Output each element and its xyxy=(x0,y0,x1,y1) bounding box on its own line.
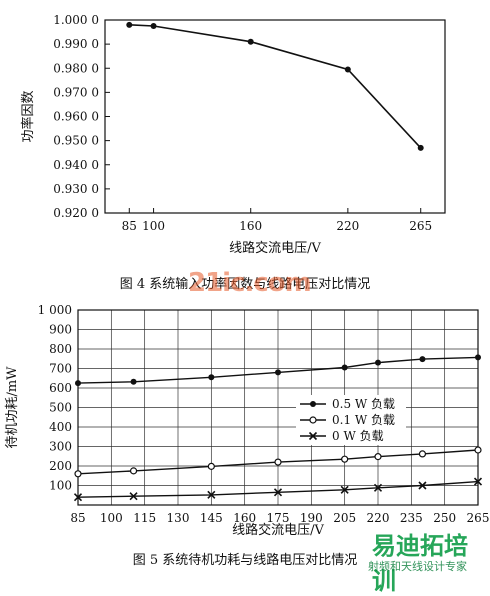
x-tick-label: 160 xyxy=(233,511,256,525)
data-point xyxy=(150,23,157,30)
data-point-circle xyxy=(309,416,317,424)
y-tick-label: 0.990 0 xyxy=(53,37,99,51)
data-point-circle xyxy=(341,455,349,463)
figure-canvas: 0.920 0 0.930 0 0.940 0 0.950 0 0.960 0 0.970… xyxy=(5,13,489,538)
y-tick-label: 800 xyxy=(49,342,72,356)
data-point-circle xyxy=(474,446,482,454)
legend-label: 0 W 负载 xyxy=(332,429,384,443)
data-point-cross xyxy=(340,485,349,494)
y-axis-label: 待机功耗/mW xyxy=(5,366,20,449)
x-tick-label: 100 xyxy=(142,219,165,233)
figure4-caption: 图 4 系统输入功率因数与线路电压对比情况 xyxy=(119,277,371,292)
y-tick-label: 200 xyxy=(49,459,72,473)
x-tick-label: 85 xyxy=(70,511,85,525)
standby-power-chart: 85 100 115 130 145 160 175 190 205 220 235 250 265 10… xyxy=(5,303,489,538)
y-tick-label: 100 xyxy=(49,479,72,493)
x-tick-label: 175 xyxy=(267,511,290,525)
data-point-circle xyxy=(274,458,282,466)
data-point-cross xyxy=(73,493,83,502)
y-tick-label: 0.930 0 xyxy=(53,182,99,196)
y-tick-label: 300 xyxy=(49,440,72,454)
data-point-dot xyxy=(475,354,481,361)
data-point-circle xyxy=(207,462,215,470)
y-tick-label: 900 xyxy=(49,323,72,337)
y-tick-label: 0.940 0 xyxy=(53,158,99,172)
x-tick-label: 190 xyxy=(300,511,323,525)
y-tick-label: 0.960 0 xyxy=(53,110,99,124)
data-point-cross xyxy=(373,483,383,492)
y-tick-label: 500 xyxy=(49,401,72,415)
data-point xyxy=(344,66,351,73)
data-point-dot xyxy=(208,374,215,381)
data-point-dot xyxy=(375,359,381,366)
power-factor-chart: 0.920 0 0.930 0 0.940 0 0.950 0 0.960 0 0.970… xyxy=(20,13,446,256)
legend-label: 0.5 W 负载 xyxy=(332,397,395,411)
series-line-2 xyxy=(77,480,479,498)
x-axis-label: 线路交流电压/V xyxy=(229,240,321,256)
y-tick-label: 400 xyxy=(49,420,72,434)
y-tick-label: 0.920 0 xyxy=(53,206,99,220)
data-point-dot xyxy=(275,369,281,376)
series-line-0 xyxy=(77,356,479,384)
x-tick-label: 160 xyxy=(239,219,262,233)
figure5-caption: 图 5 系统待机功耗与线路电压对比情况 xyxy=(132,553,358,568)
x-tick-label: 220 xyxy=(367,511,390,525)
y-tick-label: 600 xyxy=(49,381,72,395)
y-tick-label: 0.970 0 xyxy=(53,85,99,99)
data-point-cross xyxy=(273,488,283,497)
data-point-circle xyxy=(129,467,138,475)
plot-frame xyxy=(77,309,479,506)
y-tick-label: 1 000 xyxy=(38,303,72,317)
y-tick-label: 0.980 0 xyxy=(53,61,99,75)
watermark-21ic: 21ic.com xyxy=(188,268,312,298)
data-point-dot xyxy=(310,401,316,407)
data-point xyxy=(417,144,424,151)
data-point-cross xyxy=(207,490,216,499)
data-point-dot xyxy=(130,378,137,385)
x-axis-label: 线路交流电压/V xyxy=(232,522,324,538)
data-point-dot xyxy=(341,364,348,371)
x-tick-label: 115 xyxy=(133,511,156,525)
x-tick-label: 235 xyxy=(400,511,423,525)
x-tick-label: 145 xyxy=(200,511,223,525)
y-tick-label: 0.950 0 xyxy=(53,134,99,148)
power-factor-line xyxy=(129,24,422,149)
data-point-cross xyxy=(473,477,483,486)
data-point-cross xyxy=(418,481,427,490)
legend-label: 0.1 W 负载 xyxy=(332,413,395,427)
data-point-cross xyxy=(129,492,138,501)
x-tick-label: 85 xyxy=(122,219,137,233)
data-point-circle xyxy=(74,470,82,478)
x-tick-label: 265 xyxy=(467,511,490,525)
x-tick-label: 265 xyxy=(409,219,432,233)
y-tick-label: 700 xyxy=(49,362,72,376)
data-point-dot xyxy=(419,356,426,363)
x-tick-label: 100 xyxy=(100,511,123,525)
series-line-1 xyxy=(77,449,479,475)
x-tick-label: 220 xyxy=(336,219,359,233)
x-tick-label: 130 xyxy=(167,511,190,525)
data-point-circle xyxy=(418,450,427,458)
x-tick-label: 250 xyxy=(433,511,456,525)
y-axis-label: 功率因数 xyxy=(20,90,36,142)
data-point xyxy=(126,21,133,28)
data-point-cross xyxy=(308,431,318,441)
data-point-dot xyxy=(75,380,81,387)
data-point-circle xyxy=(374,453,382,461)
data-point xyxy=(247,38,254,45)
watermark-tagline: 射频和天线设计专家 xyxy=(368,560,467,573)
y-tick-label: 1.000 0 xyxy=(53,13,99,27)
x-tick-label: 205 xyxy=(333,511,356,525)
